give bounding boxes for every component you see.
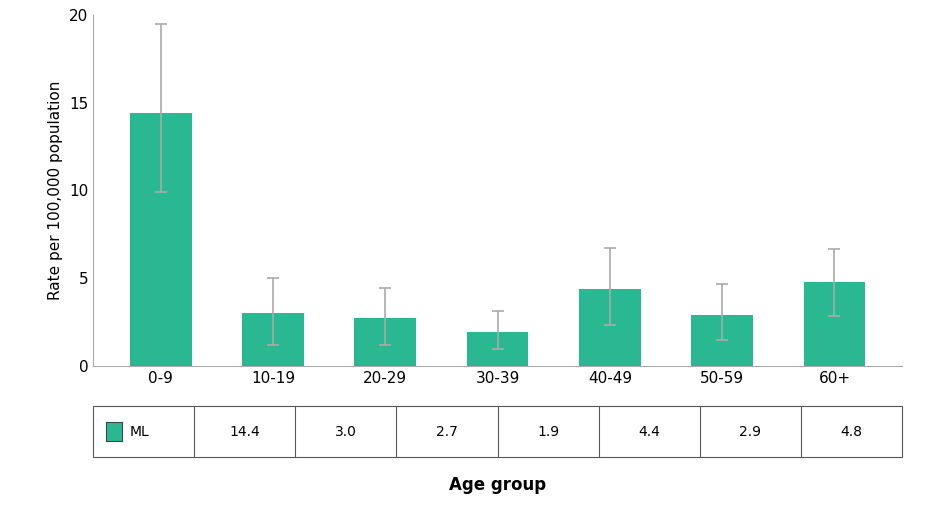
Text: 14.4: 14.4 <box>230 425 260 439</box>
Text: 3.0: 3.0 <box>335 425 357 439</box>
Text: 2.9: 2.9 <box>739 425 762 439</box>
Bar <box>354 319 416 366</box>
Text: 2.7: 2.7 <box>436 425 458 439</box>
Bar <box>579 289 641 366</box>
Y-axis label: Rate per 100,000 population: Rate per 100,000 population <box>48 81 63 300</box>
Text: ML: ML <box>130 425 150 439</box>
Bar <box>130 113 192 366</box>
Bar <box>467 332 528 366</box>
Bar <box>242 313 304 366</box>
Bar <box>691 315 753 366</box>
Text: 1.9: 1.9 <box>537 425 559 439</box>
Text: 4.8: 4.8 <box>841 425 862 439</box>
Bar <box>804 281 865 366</box>
Text: 4.4: 4.4 <box>638 425 660 439</box>
Text: Age group: Age group <box>449 476 546 494</box>
